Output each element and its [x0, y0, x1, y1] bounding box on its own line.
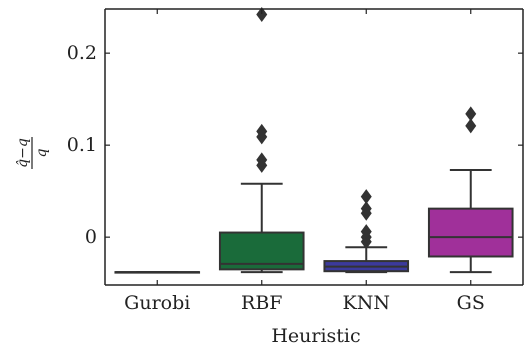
- outlier-point: [465, 106, 477, 122]
- x-axis-label: Heuristic: [271, 325, 360, 347]
- outlier-point: [360, 224, 372, 240]
- outlier-point: [360, 189, 372, 205]
- plot-area: [114, 7, 514, 274]
- x-tick-label: Gurobi: [124, 292, 190, 314]
- box-iqr: [427, 207, 514, 258]
- axis-labels: Heuristic q̂−q q: [15, 137, 361, 347]
- y-tick-label: 0.1: [67, 134, 97, 156]
- outlier-point: [465, 118, 477, 134]
- outlier-point: [256, 7, 268, 23]
- y-tick-label: 0.2: [67, 42, 97, 64]
- axes: 0 0.1 0.2 Gurobi RBF KNN GS: [67, 8, 524, 314]
- y-axis-label-denominator: q: [34, 148, 50, 157]
- box-group-knn: [323, 189, 410, 274]
- y-axis-label: q̂−q q: [15, 137, 50, 169]
- outlier-point: [360, 201, 372, 217]
- x-tick-label: RBF: [241, 292, 282, 314]
- box-group-gurobi: [114, 271, 201, 274]
- x-tick-label: GS: [457, 292, 485, 314]
- box-group-gs: [427, 106, 514, 274]
- outlier-point: [256, 123, 268, 139]
- box-group-rbf: [218, 7, 305, 274]
- x-tick-label: KNN: [343, 292, 390, 314]
- y-axis-label-numerator: q̂−q: [15, 138, 31, 168]
- outlier-point: [256, 152, 268, 168]
- y-tick-label: 0: [85, 226, 97, 248]
